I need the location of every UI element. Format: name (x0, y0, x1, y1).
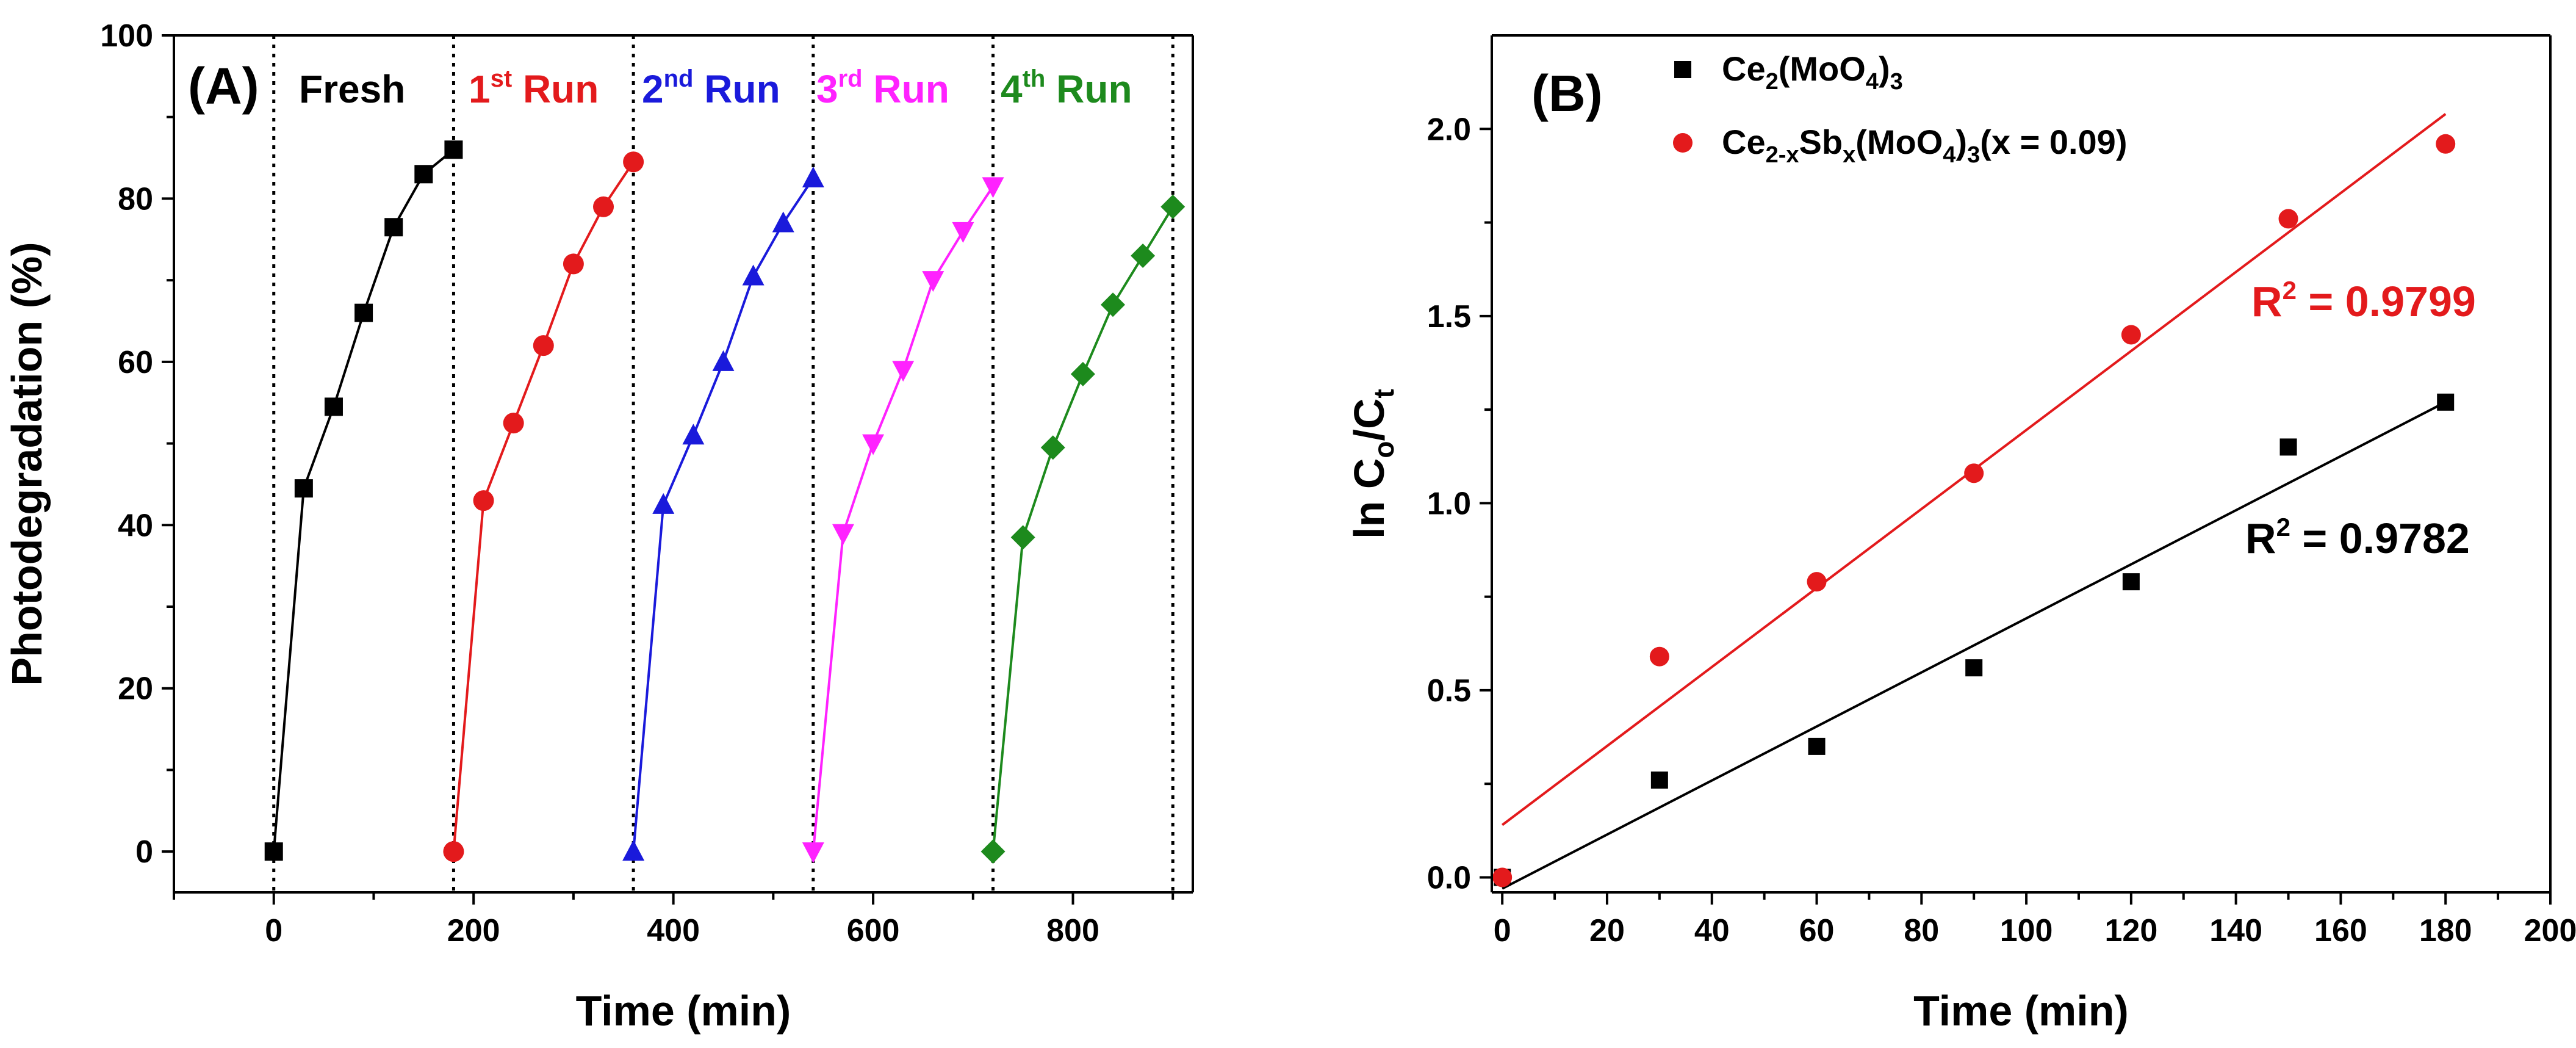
data-point-2-3 (712, 350, 735, 371)
data-point-4-2 (1040, 435, 1065, 460)
data-point-0-2 (1808, 737, 1826, 755)
data-point-1-5 (2278, 209, 2298, 229)
data-point-2-5 (772, 211, 794, 233)
data-point-4-3 (1070, 361, 1095, 386)
legend-marker-1 (1673, 133, 1693, 153)
y-axis-title: Photodegradation (%) (3, 242, 51, 685)
y-tick-label: 0.5 (1427, 673, 1471, 709)
r-squared-label-1: R2 = 0.9799 (2251, 276, 2476, 325)
data-point-0-1 (294, 479, 313, 498)
data-point-0-6 (2437, 393, 2455, 411)
x-tick-label: 800 (1046, 913, 1099, 949)
data-point-3-3 (892, 361, 915, 382)
x-tick-label: 180 (2419, 913, 2472, 949)
data-point-0-1 (1650, 772, 1668, 789)
data-point-1-1 (1649, 646, 1669, 667)
run-label-2: 2nd Run (642, 65, 780, 111)
data-point-0-2 (324, 397, 343, 416)
panel-a-label: (A) (188, 57, 259, 115)
x-tick-label: 60 (1799, 913, 1835, 949)
data-point-1-6 (2436, 134, 2456, 154)
x-axis-title: Time (min) (576, 987, 791, 1035)
data-point-0-3 (354, 303, 373, 322)
series-line-0 (272, 148, 455, 852)
y-tick-label: 80 (118, 181, 153, 217)
y-tick-label: 60 (118, 345, 153, 380)
data-point-1-3 (1964, 463, 1984, 483)
x-tick-label: 80 (1904, 913, 1939, 949)
x-tick-label: 40 (1694, 913, 1730, 949)
data-point-2-1 (652, 493, 675, 514)
data-point-1-4 (563, 253, 584, 275)
data-point-0-6 (444, 140, 463, 159)
data-point-3-2 (862, 434, 885, 455)
x-tick-label: 100 (2000, 913, 2053, 949)
x-tick-label: 400 (647, 913, 700, 949)
data-point-2-4 (742, 264, 765, 286)
x-tick-label: 160 (2314, 913, 2367, 949)
data-point-1-1 (473, 490, 494, 511)
data-point-3-4 (922, 271, 944, 292)
panel-b-label: (B) (1531, 65, 1603, 122)
run-label-0: Fresh (299, 67, 405, 111)
data-point-3-1 (832, 524, 854, 545)
data-point-0-3 (1965, 659, 1983, 677)
run-label-1: 1st Run (469, 65, 599, 111)
legend-marker-0 (1674, 61, 1691, 78)
y-tick-label: 40 (118, 508, 153, 543)
y-tick-label: 2.0 (1427, 112, 1471, 147)
x-tick-label: 0 (1494, 913, 1511, 949)
x-tick-label: 140 (2209, 913, 2262, 949)
x-tick-label: 20 (1589, 913, 1625, 949)
x-tick-label: 200 (447, 913, 500, 949)
run-label-3: 3rd Run (816, 65, 949, 111)
data-point-1-2 (503, 413, 524, 434)
x-tick-label: 600 (847, 913, 900, 949)
data-point-1-0 (443, 841, 464, 862)
legend-label-0: Ce2(MoO4)3 (1722, 49, 1903, 95)
y-tick-label: 0 (135, 834, 153, 870)
x-axis-title: Time (min) (1913, 987, 2129, 1035)
y-tick-label: 1.5 (1427, 299, 1471, 334)
data-point-1-0 (1492, 867, 1513, 887)
data-point-2-0 (622, 840, 645, 861)
run-label-4: 4th Run (1001, 65, 1132, 111)
panel-b-chart: 0 20 40 60 80 100 120 140 160 180 200 0.0 0.5 1.0 1.5 2… (1345, 34, 2576, 1035)
y-tick-label: 100 (100, 18, 153, 54)
x-tick-label: 0 (265, 913, 282, 949)
legend-label-1: Ce2-xSbx(MoO4)3(x = 0.09) (1722, 123, 2127, 168)
panel-a-chart: 0 200 400 600 800 0 20 40 60 80 100 Time (min) Photo… (3, 18, 1194, 1035)
data-point-3-5 (952, 222, 974, 243)
data-point-1-4 (2121, 325, 2141, 345)
data-point-0-0 (264, 842, 283, 861)
data-point-0-4 (2122, 573, 2140, 591)
data-point-3-6 (982, 177, 1004, 198)
data-point-1-3 (533, 335, 554, 356)
data-point-4-6 (1160, 194, 1185, 219)
fit-line-0 (1502, 401, 2447, 890)
data-point-1-5 (593, 196, 614, 217)
series-line-2 (632, 177, 815, 852)
data-point-4-1 (1010, 525, 1035, 550)
data-point-3-0 (802, 842, 824, 864)
data-point-0-5 (414, 165, 433, 184)
data-point-4-5 (1131, 244, 1156, 269)
x-tick-label: 120 (2104, 913, 2157, 949)
y-tick-label: 1.0 (1427, 486, 1471, 521)
r-squared-label-0: R2 = 0.9782 (2245, 513, 2470, 562)
data-point-0-4 (384, 218, 403, 237)
y-axis-title: ln Co/Ct (1345, 389, 1400, 539)
data-point-1-6 (623, 151, 644, 173)
x-tick-label: 200 (2524, 913, 2576, 949)
y-tick-label: 0.0 (1427, 860, 1471, 895)
series-line-3 (811, 186, 995, 852)
data-point-4-0 (980, 839, 1006, 864)
data-point-0-5 (2279, 438, 2297, 456)
data-point-4-4 (1101, 292, 1126, 317)
data-point-2-6 (802, 167, 824, 187)
data-point-2-2 (682, 424, 705, 445)
data-point-1-2 (1807, 572, 1827, 592)
y-tick-label: 20 (118, 671, 153, 707)
